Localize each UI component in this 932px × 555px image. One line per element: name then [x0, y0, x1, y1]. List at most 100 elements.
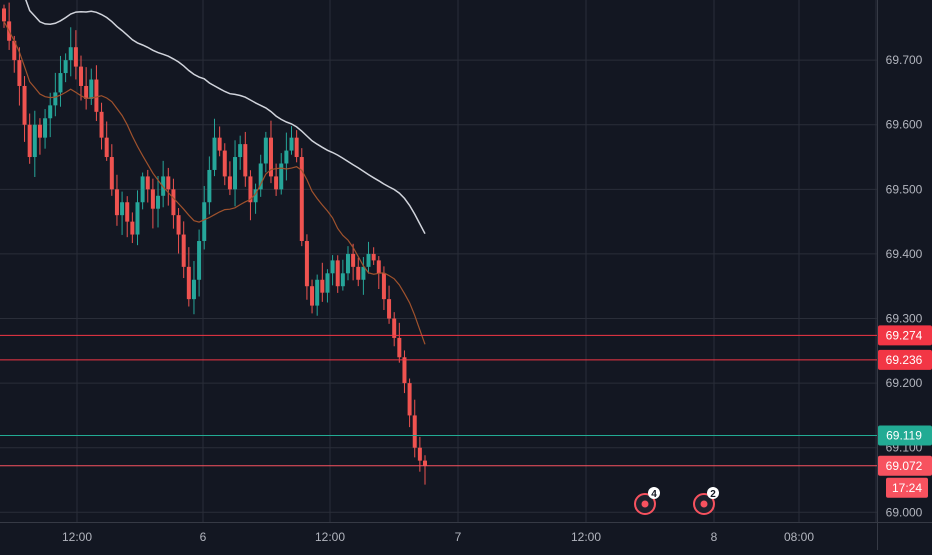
time-tick-label: 12:00	[62, 530, 92, 544]
candle	[192, 261, 196, 314]
candle-body	[305, 241, 309, 286]
candle-body	[202, 202, 206, 241]
candle-body	[182, 235, 186, 267]
candle	[64, 53, 68, 82]
candle-body	[100, 112, 104, 138]
price-tick-label: 69.000	[886, 505, 923, 519]
candle	[279, 153, 283, 194]
candle-body	[171, 189, 175, 215]
candle	[156, 176, 160, 227]
moving-average-line	[4, 0, 425, 234]
price-level-label: 69.274	[886, 328, 923, 342]
candle-body	[135, 202, 139, 234]
candle	[94, 65, 98, 121]
candle	[290, 126, 294, 155]
candle-body	[151, 189, 155, 208]
candle-body	[197, 241, 201, 280]
candle	[218, 126, 222, 156]
candle	[135, 190, 139, 245]
candle	[310, 280, 314, 314]
event-marker[interactable]: 4	[635, 487, 660, 514]
candle-body	[325, 273, 329, 292]
candle-body	[177, 215, 181, 234]
candle	[23, 76, 27, 142]
candle	[408, 379, 412, 428]
candle-body	[33, 125, 37, 157]
price-levels	[0, 335, 877, 465]
candle-body	[218, 138, 222, 151]
candle-body	[413, 415, 417, 447]
candle-body	[28, 125, 32, 157]
candle	[84, 67, 88, 109]
price-tick-label: 69.600	[886, 118, 923, 132]
candle-body	[341, 273, 345, 286]
candle	[413, 400, 417, 458]
price-axis[interactable]: 69.700 69.600 69.500 69.400 69.300 69.200 69.1…	[878, 0, 932, 550]
candle	[243, 132, 247, 187]
candle-body	[233, 157, 237, 189]
price-level-tag[interactable]: 69.236	[878, 350, 932, 370]
candle-body	[69, 47, 73, 60]
candle	[130, 212, 134, 243]
candle	[372, 247, 376, 265]
candle	[146, 170, 150, 203]
candle	[331, 255, 335, 285]
candle-body	[58, 73, 62, 92]
candle-body	[17, 60, 21, 86]
candle	[79, 56, 83, 101]
candle-body	[320, 280, 324, 293]
time-tick-label: 8	[711, 530, 718, 544]
price-tick-label: 69.200	[886, 376, 923, 390]
candle-body	[2, 8, 6, 21]
candle-body	[48, 105, 52, 118]
candle	[336, 255, 340, 293]
candle	[89, 69, 93, 105]
event-marker-count: 2	[710, 489, 716, 500]
event-marker[interactable]: 2	[694, 487, 719, 514]
candle	[187, 247, 191, 306]
candle-body	[64, 60, 68, 73]
candle-body	[423, 461, 427, 466]
candle	[392, 312, 396, 346]
candle-body	[115, 189, 119, 215]
candle-body	[213, 138, 217, 170]
candle	[182, 221, 186, 278]
candle	[115, 175, 119, 226]
price-tick-label: 69.300	[886, 312, 923, 326]
candle-body	[141, 176, 145, 202]
candle	[120, 192, 124, 235]
price-tick-label: 69.700	[886, 53, 923, 67]
candle-body	[387, 299, 391, 318]
candle	[177, 208, 181, 253]
candle-body	[192, 280, 196, 299]
candle	[325, 269, 329, 302]
candle	[223, 143, 227, 185]
candle-body	[264, 138, 268, 164]
price-tick-label: 69.500	[886, 182, 923, 196]
candle-body	[156, 196, 160, 209]
candle-body	[315, 280, 319, 306]
price-level-label: 69.072	[886, 459, 923, 473]
candle	[100, 103, 104, 150]
candle	[315, 275, 319, 316]
candle	[238, 136, 242, 170]
candle	[141, 173, 145, 210]
candle-body	[94, 80, 98, 112]
price-level-tag[interactable]: 69.119	[878, 425, 932, 445]
candle-body	[331, 260, 335, 273]
candle-body	[243, 144, 247, 176]
candle-body	[408, 383, 412, 415]
candle	[38, 118, 42, 155]
candle-body	[207, 170, 211, 202]
price-level-tag[interactable]: 69.274	[878, 325, 932, 345]
candle	[254, 184, 258, 214]
candle-body	[367, 254, 371, 267]
candle-body	[89, 80, 93, 99]
candle-body	[336, 260, 340, 286]
price-tick-label: 69.400	[886, 247, 923, 261]
